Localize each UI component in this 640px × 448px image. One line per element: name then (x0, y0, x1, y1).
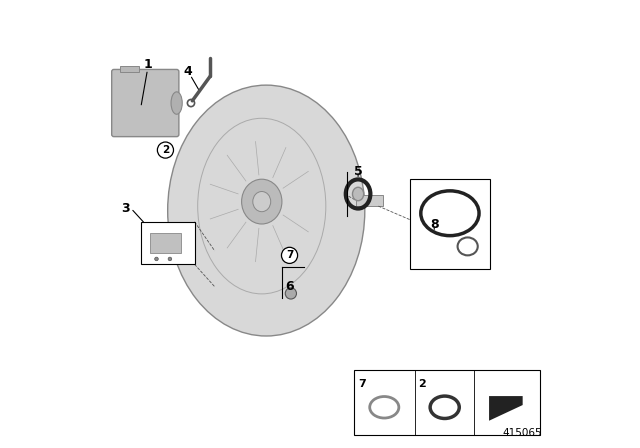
Text: 4: 4 (184, 65, 192, 78)
Text: 5: 5 (354, 164, 362, 178)
Ellipse shape (168, 85, 365, 336)
Text: 2: 2 (162, 145, 169, 155)
Text: 6: 6 (285, 280, 294, 293)
Circle shape (157, 142, 173, 158)
Text: 415065: 415065 (502, 428, 541, 438)
Bar (141, 222, 195, 264)
FancyBboxPatch shape (112, 69, 179, 137)
Ellipse shape (242, 179, 282, 224)
Bar (120, 66, 139, 72)
Bar (353, 370, 540, 435)
Ellipse shape (253, 192, 271, 212)
Ellipse shape (168, 257, 172, 261)
Ellipse shape (171, 92, 182, 114)
Bar (356, 195, 383, 206)
Text: 8: 8 (430, 218, 438, 232)
Ellipse shape (155, 257, 158, 261)
Text: 3: 3 (121, 202, 129, 215)
Polygon shape (489, 396, 523, 421)
Text: 1: 1 (143, 58, 152, 72)
Ellipse shape (285, 288, 296, 299)
Text: 7: 7 (286, 250, 293, 260)
Ellipse shape (353, 187, 364, 201)
Text: 2: 2 (419, 379, 426, 389)
Bar (150, 233, 181, 253)
Bar (410, 179, 490, 269)
Circle shape (282, 247, 298, 263)
Text: 7: 7 (358, 379, 366, 389)
